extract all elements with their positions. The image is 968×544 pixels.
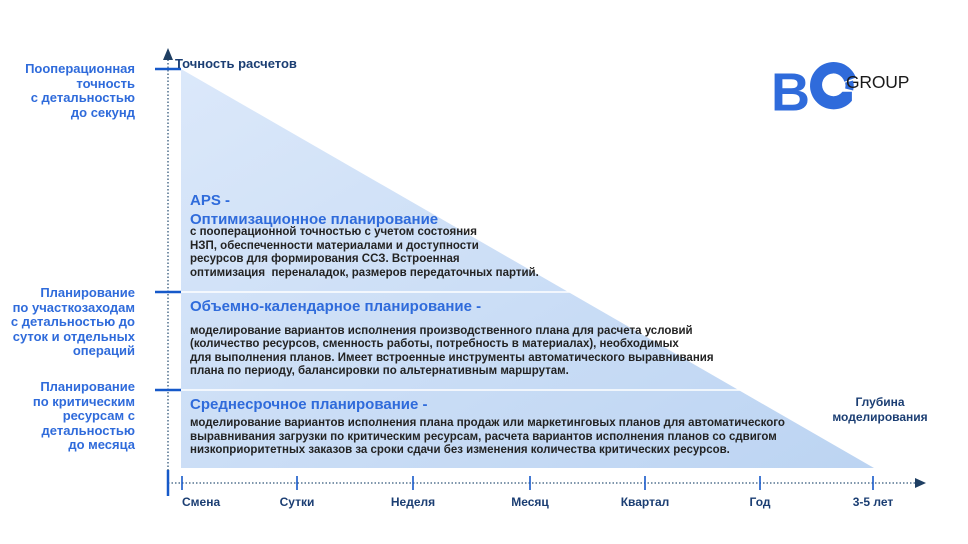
svg-text:GROUP: GROUP xyxy=(846,72,909,92)
svg-text:B: B xyxy=(771,63,810,123)
